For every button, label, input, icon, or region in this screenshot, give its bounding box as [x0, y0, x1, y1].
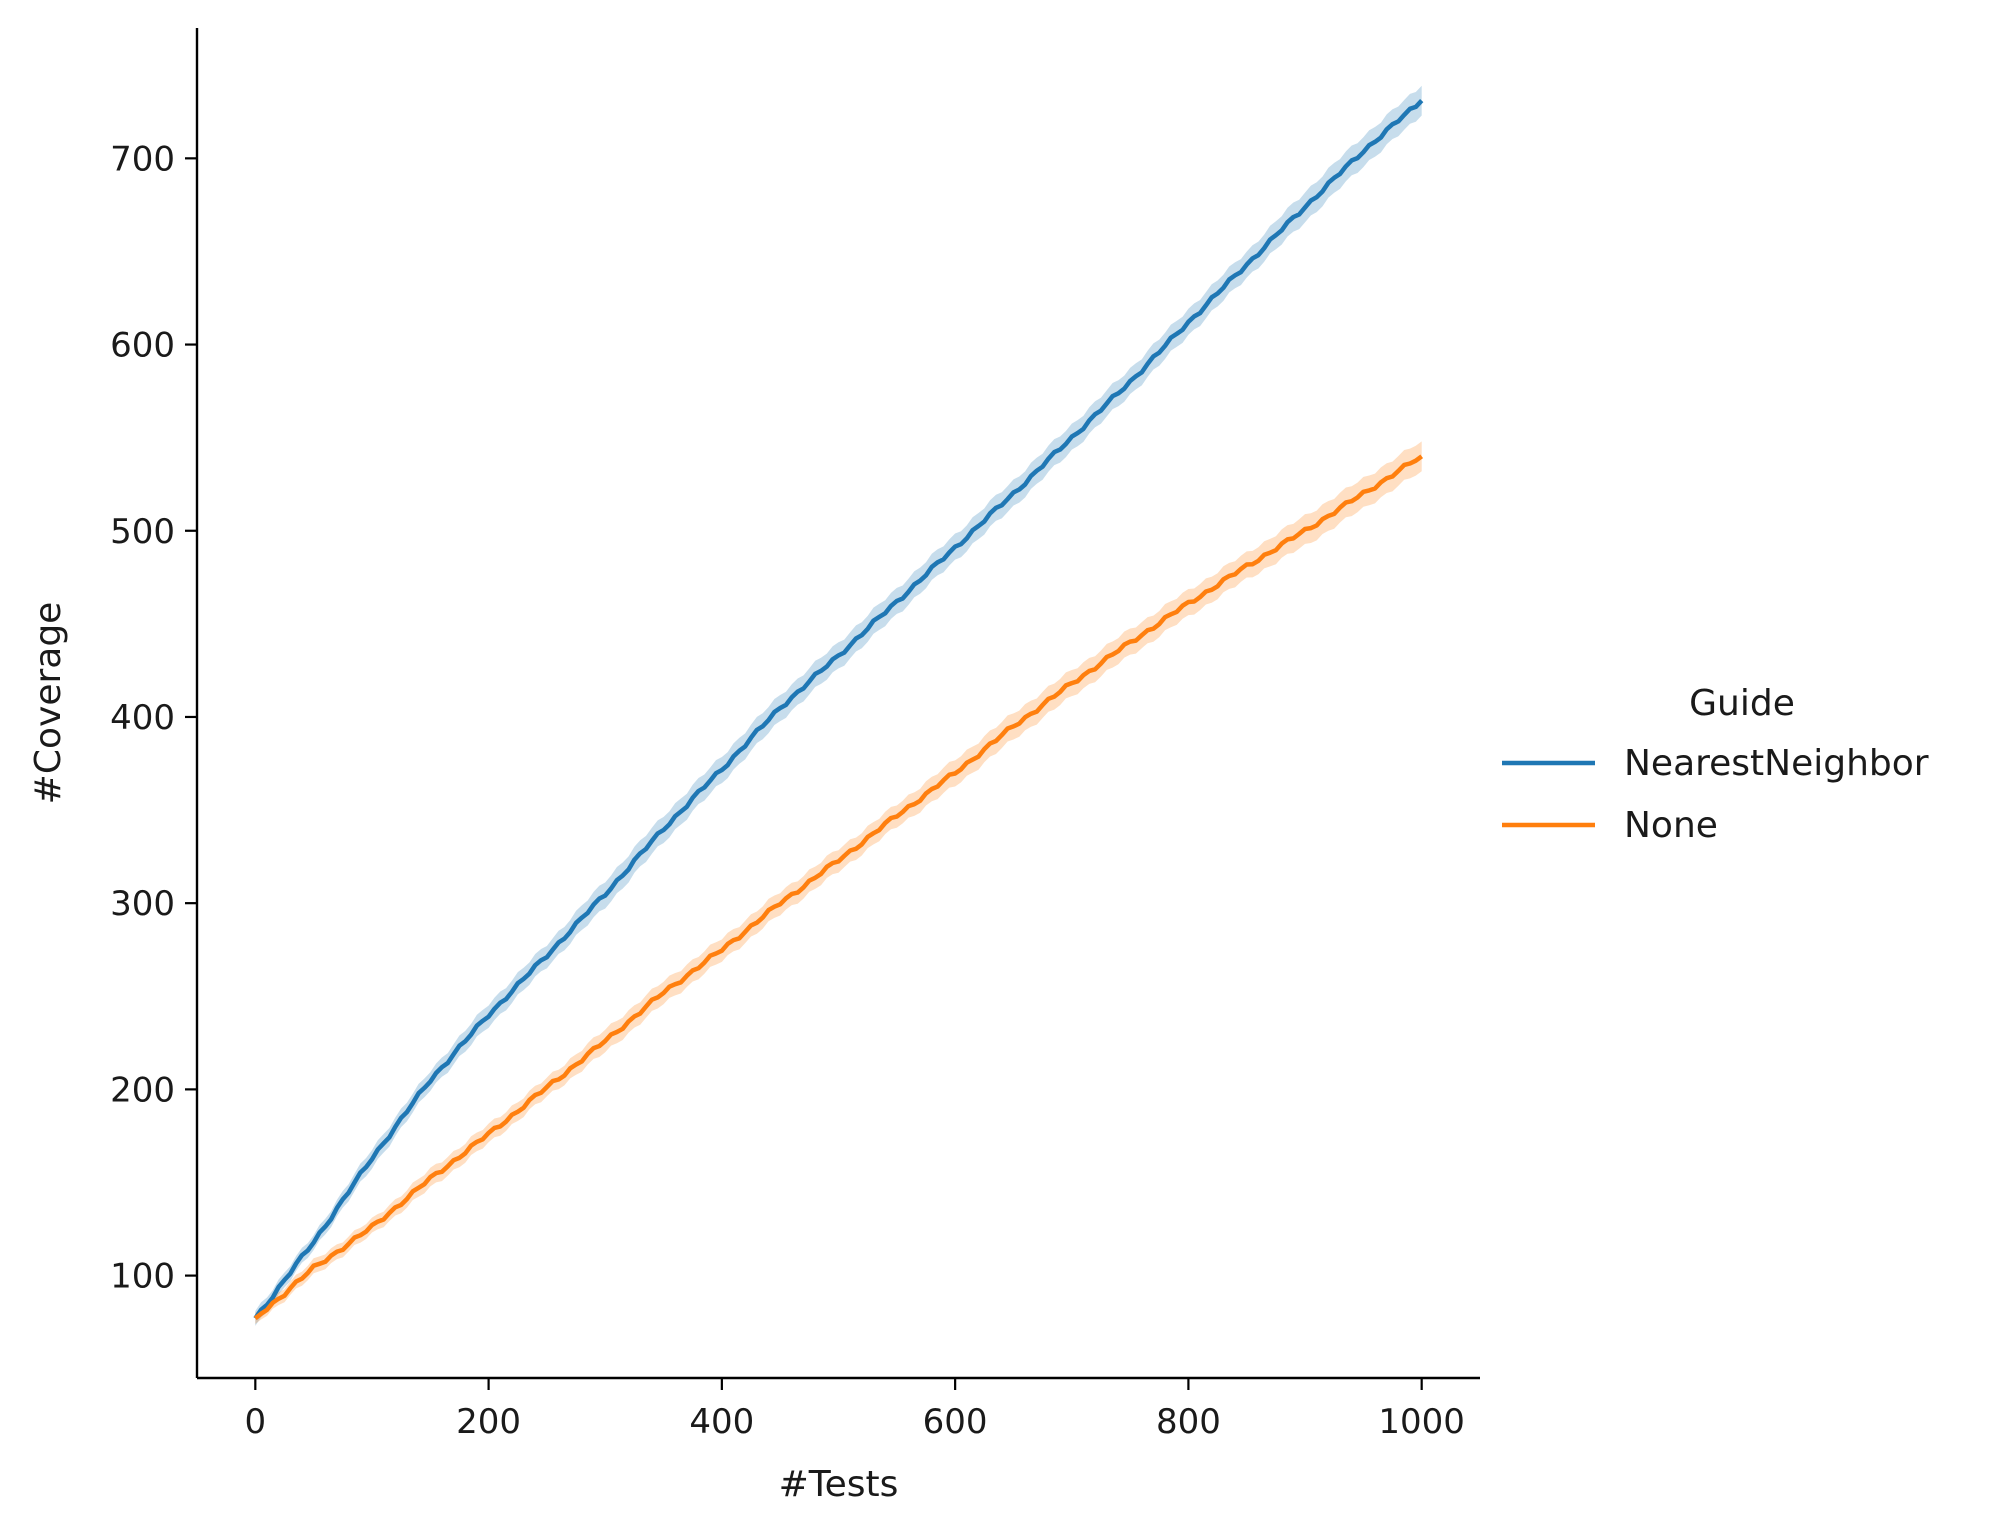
legend-title: Guide	[1689, 683, 1795, 724]
x-tick-label: 800	[1156, 1402, 1221, 1442]
series-line-nearestneighbor	[253, 99, 1424, 1320]
y-tick-label: 600	[110, 326, 175, 366]
series-line-none	[253, 454, 1424, 1321]
legend-label-none: None	[1624, 805, 1718, 846]
x-tick-label: 200	[456, 1402, 521, 1442]
y-tick-label: 700	[110, 139, 175, 179]
legend-label-nearestneighbor: NearestNeighbor	[1624, 743, 1929, 784]
legend: Guide NearestNeighbor None	[1502, 683, 1929, 846]
series-lines	[253, 99, 1424, 1321]
x-axis-title: #Tests	[779, 1464, 899, 1505]
y-axis-title: #Coverage	[28, 602, 69, 805]
x-tick-label: 0	[244, 1402, 266, 1442]
y-tick-label: 300	[110, 884, 175, 924]
ci-band-none	[255, 441, 1422, 1324]
y-tick-label: 400	[110, 698, 175, 738]
x-tick-label: 1000	[1378, 1402, 1465, 1442]
x-tick-label: 400	[689, 1402, 754, 1442]
y-tick-label: 100	[110, 1257, 175, 1297]
x-tick-label: 600	[923, 1402, 988, 1442]
confidence-bands	[255, 85, 1422, 1326]
axes: 0 200 400 600 800 1000 100 200 300 400 500 600 700	[110, 28, 1480, 1442]
y-tick-label: 500	[110, 512, 175, 552]
ci-band-nearestneighbor	[255, 85, 1422, 1326]
y-tick-label: 200	[110, 1070, 175, 1110]
